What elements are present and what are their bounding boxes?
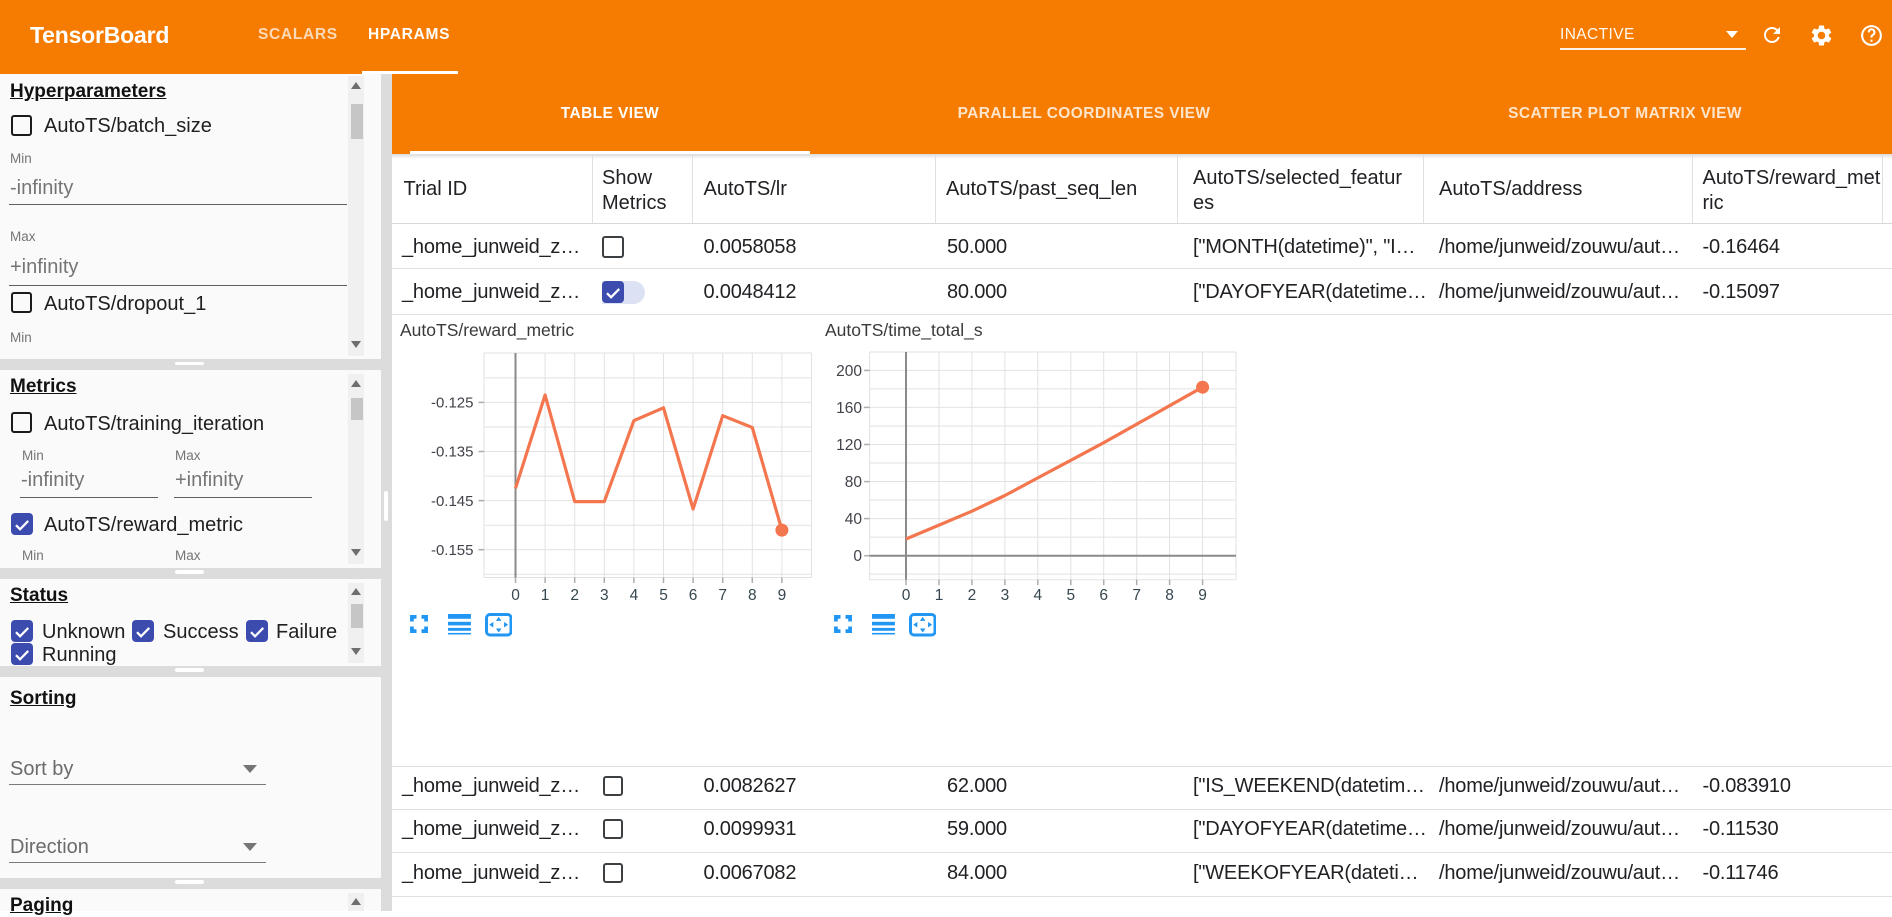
- svg-text:160: 160: [836, 400, 862, 417]
- svg-text:120: 120: [836, 437, 862, 454]
- svg-text:3: 3: [600, 587, 609, 604]
- svg-text:-0.135: -0.135: [431, 444, 474, 461]
- svg-text:7: 7: [718, 587, 727, 604]
- svg-text:80: 80: [845, 474, 863, 491]
- svg-text:-0.125: -0.125: [431, 395, 474, 412]
- svg-text:200: 200: [836, 363, 862, 380]
- svg-text:5: 5: [659, 587, 668, 604]
- svg-text:2: 2: [968, 587, 977, 604]
- svg-text:6: 6: [1099, 587, 1108, 604]
- svg-text:7: 7: [1132, 587, 1141, 604]
- svg-text:0: 0: [902, 587, 911, 604]
- svg-text:3: 3: [1001, 587, 1010, 604]
- svg-text:9: 9: [778, 587, 787, 604]
- svg-text:4: 4: [1033, 587, 1042, 604]
- svg-text:0: 0: [511, 587, 520, 604]
- svg-text:-0.155: -0.155: [431, 542, 474, 559]
- svg-text:0: 0: [853, 548, 862, 565]
- svg-text:1: 1: [541, 587, 550, 604]
- svg-text:4: 4: [630, 587, 639, 604]
- svg-text:8: 8: [1165, 587, 1174, 604]
- svg-text:-0.145: -0.145: [431, 493, 474, 510]
- svg-text:1: 1: [935, 587, 944, 604]
- svg-text:8: 8: [748, 587, 757, 604]
- svg-text:6: 6: [689, 587, 698, 604]
- svg-text:9: 9: [1198, 587, 1207, 604]
- svg-text:2: 2: [570, 587, 579, 604]
- svg-text:5: 5: [1066, 587, 1075, 604]
- svg-text:40: 40: [845, 511, 863, 528]
